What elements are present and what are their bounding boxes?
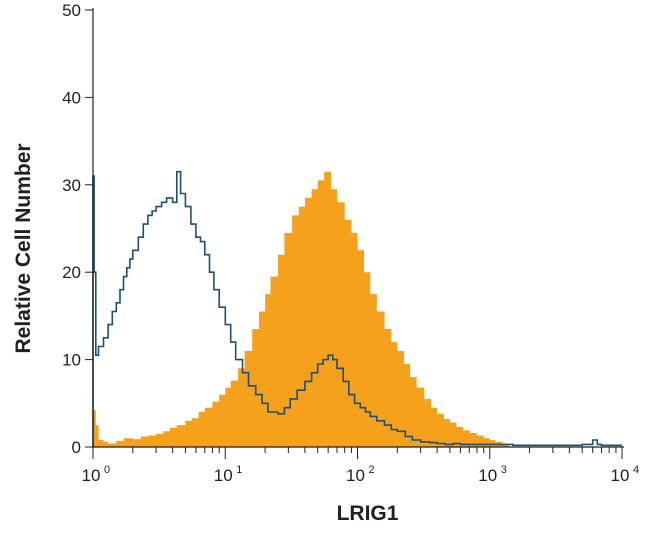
series-outline-histogram [92,170,622,447]
plot-area [92,170,622,447]
y-tick-label-2: 20 [62,263,81,282]
x-ticks: 10 0 10 1 10 2 10 3 10 4 [82,447,639,485]
y-tick-label-5: 50 [62,1,81,20]
x-tick-exponent-1: 1 [236,464,242,476]
y-ticks: 0 10 20 30 40 50 [62,1,93,457]
x-tick-label-0: 10 [82,466,101,485]
x-axis-title: LRIG1 [337,502,399,525]
x-tick-exponent-3: 3 [501,464,507,476]
y-axis-title: Relative Cell Number [12,143,35,353]
x-tick-exponent-0: 0 [104,464,110,476]
x-tick-label-2: 10 [346,466,365,485]
x-tick-label-4: 10 [611,466,630,485]
x-tick-exponent-2: 2 [369,464,375,476]
y-tick-label-4: 40 [62,88,81,107]
y-tick-label-3: 30 [62,176,81,195]
y-tick-label-0: 0 [72,438,81,457]
x-tick-label-3: 10 [478,466,497,485]
x-tick-exponent-4: 4 [633,464,639,476]
y-tick-label-1: 10 [62,351,81,370]
x-tick-label-1: 10 [214,466,233,485]
axes [92,8,624,448]
series-filled-histogram [93,171,510,447]
